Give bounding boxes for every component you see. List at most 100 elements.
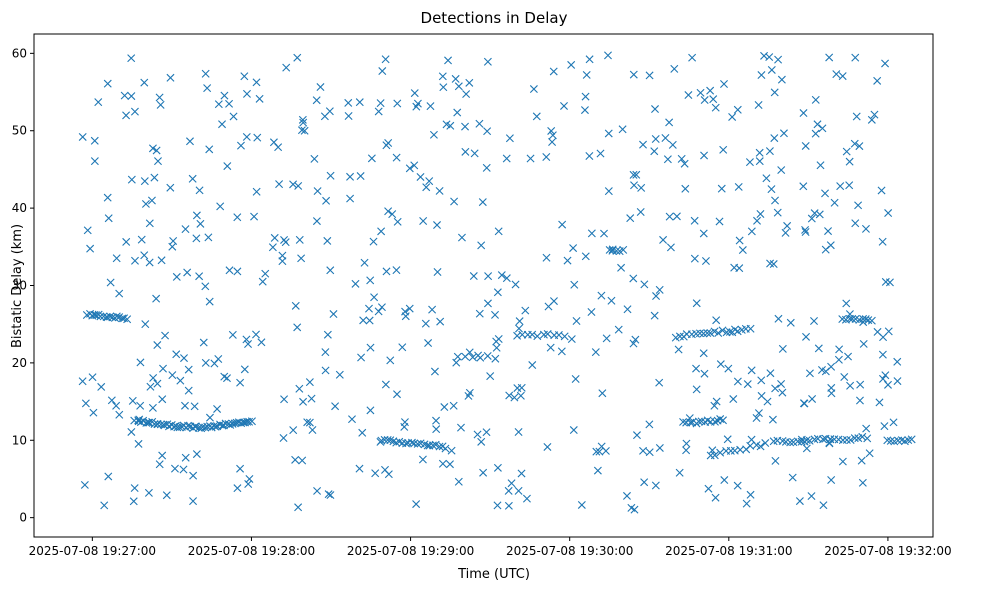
data-point <box>630 181 639 190</box>
data-point <box>581 252 590 261</box>
data-point <box>591 348 600 357</box>
data-point <box>425 441 434 450</box>
data-point <box>602 334 611 343</box>
data-point <box>244 339 253 348</box>
data-point <box>771 384 780 393</box>
y-axis-label: Bistatic Delay (km) <box>10 224 25 348</box>
data-point <box>445 460 454 469</box>
data-point <box>629 70 638 79</box>
data-point <box>587 308 596 317</box>
data-point <box>376 99 385 108</box>
data-point <box>814 344 823 353</box>
data-point <box>180 354 188 363</box>
data-point <box>730 263 739 272</box>
data-point <box>717 184 726 193</box>
data-point <box>889 418 898 427</box>
data-point <box>811 129 820 138</box>
data-point <box>636 208 645 216</box>
data-point <box>220 91 229 100</box>
data-point <box>677 154 686 163</box>
data-point <box>137 235 146 244</box>
data-point <box>127 92 136 101</box>
data-point <box>786 318 795 327</box>
data-point <box>216 202 225 211</box>
data-point <box>513 384 522 393</box>
data-point <box>491 310 500 319</box>
data-point <box>478 198 487 207</box>
data-point <box>136 401 145 410</box>
data-point <box>170 464 179 473</box>
x-tick-label: 2025-07-08 19:31:00 <box>665 544 792 558</box>
data-point <box>129 497 138 506</box>
data-point <box>145 219 154 228</box>
data-point <box>382 141 391 150</box>
data-point <box>326 171 335 180</box>
data-point <box>112 312 121 321</box>
data-point <box>410 161 419 170</box>
data-point <box>549 67 558 76</box>
data-point <box>765 147 774 156</box>
data-point <box>104 472 113 481</box>
data-point <box>767 65 776 74</box>
data-point <box>313 486 322 495</box>
data-point <box>838 457 847 466</box>
data-point <box>183 268 192 277</box>
data-point <box>280 395 289 404</box>
data-point <box>521 306 530 315</box>
x-tick-label: 2025-07-08 19:32:00 <box>824 544 951 558</box>
data-point <box>475 119 484 128</box>
data-point <box>346 194 355 203</box>
data-point <box>158 395 167 404</box>
data-point <box>760 51 769 60</box>
scatter-points <box>78 51 916 514</box>
data-point <box>632 170 641 179</box>
data-point <box>571 374 580 383</box>
data-point <box>168 371 177 380</box>
data-point <box>514 324 523 333</box>
data-point <box>719 145 728 154</box>
data-point <box>699 229 708 238</box>
data-point <box>861 224 870 233</box>
data-point <box>449 401 458 410</box>
data-point <box>83 226 92 235</box>
data-point <box>470 149 479 158</box>
data-point <box>130 107 139 116</box>
data-point <box>845 157 854 166</box>
data-point <box>218 120 227 129</box>
data-point <box>156 100 165 109</box>
data-point <box>753 216 762 225</box>
data-point <box>827 476 836 485</box>
data-point <box>444 56 453 65</box>
data-point <box>229 112 238 121</box>
data-point <box>299 118 308 127</box>
data-point <box>295 235 304 244</box>
data-point <box>808 394 817 403</box>
data-point <box>850 139 859 148</box>
data-point <box>640 280 649 289</box>
data-point <box>639 140 648 149</box>
data-point <box>364 304 373 313</box>
data-point <box>112 401 121 410</box>
data-point <box>428 441 437 450</box>
data-point <box>821 245 830 254</box>
data-point <box>701 257 710 265</box>
data-point <box>261 269 270 278</box>
data-point <box>205 145 214 154</box>
data-point <box>502 274 511 283</box>
data-point <box>172 272 181 281</box>
data-point <box>865 449 874 458</box>
data-point <box>507 479 516 488</box>
data-point <box>155 460 164 469</box>
data-point <box>880 422 889 431</box>
data-point <box>310 154 319 163</box>
data-point <box>236 378 245 387</box>
data-point <box>842 435 851 444</box>
data-point <box>733 481 742 490</box>
data-point <box>774 314 783 323</box>
data-point <box>305 378 314 387</box>
data-point <box>777 166 786 175</box>
data-point <box>504 486 513 495</box>
data-point <box>493 288 502 297</box>
data-point <box>532 112 541 121</box>
y-tick-label: 30 <box>12 279 27 293</box>
